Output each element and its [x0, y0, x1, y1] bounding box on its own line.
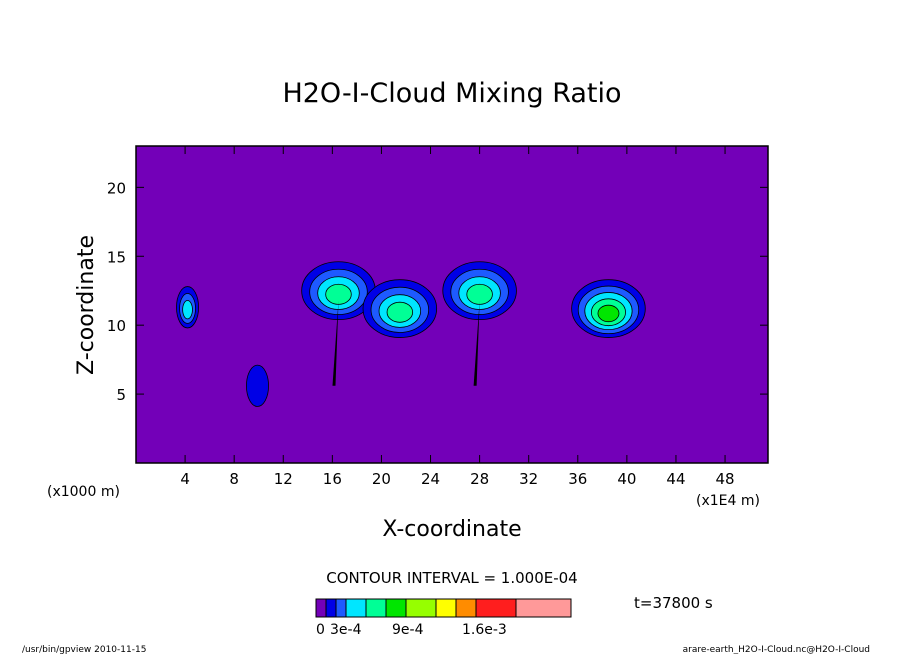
x-tick-label: 20	[372, 470, 391, 488]
x-tick-label: 44	[666, 470, 685, 488]
contour-level-1	[246, 364, 269, 407]
cloud-shaft	[473, 300, 480, 386]
colorbar-swatch	[455, 598, 477, 618]
colorbar-label: 0	[316, 622, 325, 638]
cloud-cell	[246, 364, 269, 407]
y-axis-label: Z-coordinate	[74, 235, 99, 375]
colorbar-swatch	[435, 598, 457, 618]
x-tick-label: 16	[323, 470, 342, 488]
y-tick-label: 15	[107, 248, 126, 266]
colorbar-label: 9e-4	[392, 622, 424, 638]
colorbar-label: 3e-4	[330, 622, 362, 638]
x-unit-right: (x1E4 m)	[696, 493, 760, 509]
colorbar-swatch	[475, 598, 517, 618]
cloud-cell	[301, 261, 376, 386]
x-tick-label: 8	[229, 470, 239, 488]
x-tick-label: 28	[470, 470, 489, 488]
colorbar-swatch	[385, 598, 407, 618]
x-tick-label: 32	[519, 470, 538, 488]
x-tick-label: 12	[274, 470, 293, 488]
colorbar-swatch	[325, 598, 337, 618]
cloud-cell	[362, 279, 438, 338]
chart-title: H2O-I-Cloud Mixing Ratio	[282, 78, 621, 109]
x-unit-left: (x1000 m)	[47, 484, 120, 500]
x-tick-label: 36	[568, 470, 587, 488]
cloud-cell	[571, 279, 646, 338]
cloud-cell	[442, 261, 517, 386]
colorbar-swatch	[405, 598, 437, 618]
contour-level-4	[466, 283, 493, 305]
colorbar-swatch	[345, 598, 367, 618]
colorbar-swatch	[515, 598, 572, 618]
colorbar-swatch	[315, 598, 327, 618]
colorbar: 0 3e-4 9e-4 1.6e-3	[315, 598, 572, 638]
time-label: t=37800 s	[634, 594, 713, 612]
contour-level-4	[386, 301, 414, 323]
x-tick-label: 24	[421, 470, 440, 488]
contour-level-3	[182, 300, 193, 320]
x-tick-label: 48	[716, 470, 735, 488]
contour-interval-label: CONTOUR INTERVAL = 1.000E-04	[326, 569, 577, 587]
footer-right: arare-earth_H2O-I-Cloud.nc@H2O-I-Cloud	[683, 645, 870, 654]
colorbar-swatch	[335, 598, 347, 618]
x-axis-label: X-coordinate	[382, 517, 521, 542]
y-tick-label: 5	[116, 386, 126, 404]
contour-level-4	[325, 283, 352, 305]
x-tick-label: 4	[180, 470, 190, 488]
y-tick-label: 10	[107, 317, 126, 335]
x-tick-label: 40	[617, 470, 636, 488]
colorbar-swatch	[365, 598, 387, 618]
footer-left: /usr/bin/gpview 2010-11-15	[22, 645, 146, 654]
cloud-shaft	[332, 300, 339, 386]
y-tick-label: 20	[107, 179, 126, 197]
cloud-cell	[176, 286, 199, 329]
cloud-cells	[176, 261, 646, 407]
colorbar-label: 1.6e-3	[462, 622, 507, 638]
contour-level-5	[597, 304, 620, 323]
plot-frame	[135, 145, 769, 464]
